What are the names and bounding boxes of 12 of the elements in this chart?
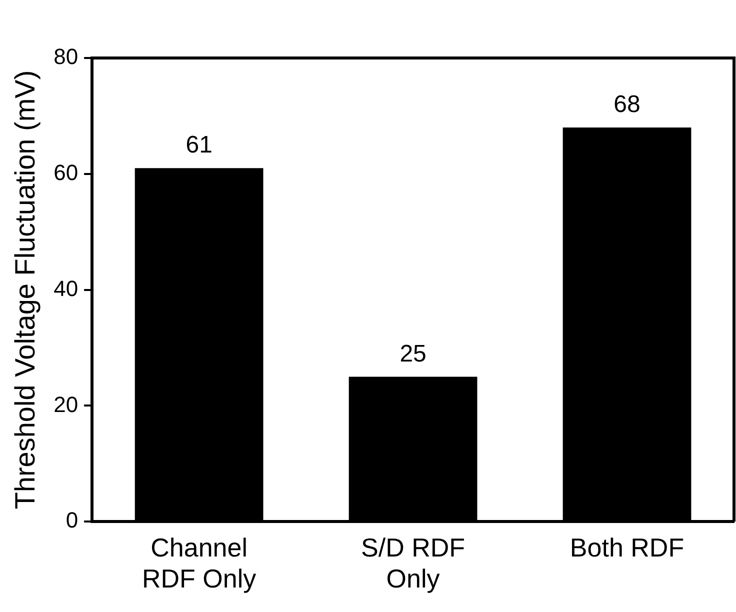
x-tick-label: Channel RDF Only: [142, 532, 256, 594]
data-label: 61: [186, 132, 212, 159]
y-tick-label: 40: [54, 276, 78, 301]
y-tick-label: 80: [54, 44, 78, 70]
x-tick-label: S/D RDF Only: [361, 532, 466, 594]
x-tick-label: Both RDF: [570, 532, 684, 562]
y-axis-title: Threshold Voltage Fluctuation (mV): [10, 70, 41, 510]
data-label: 25: [400, 340, 426, 368]
data-label: 68: [614, 91, 640, 118]
y-tick-label: 60: [54, 160, 78, 185]
y-tick-label: 0: [66, 508, 78, 533]
y-tick-label: 20: [54, 392, 78, 417]
